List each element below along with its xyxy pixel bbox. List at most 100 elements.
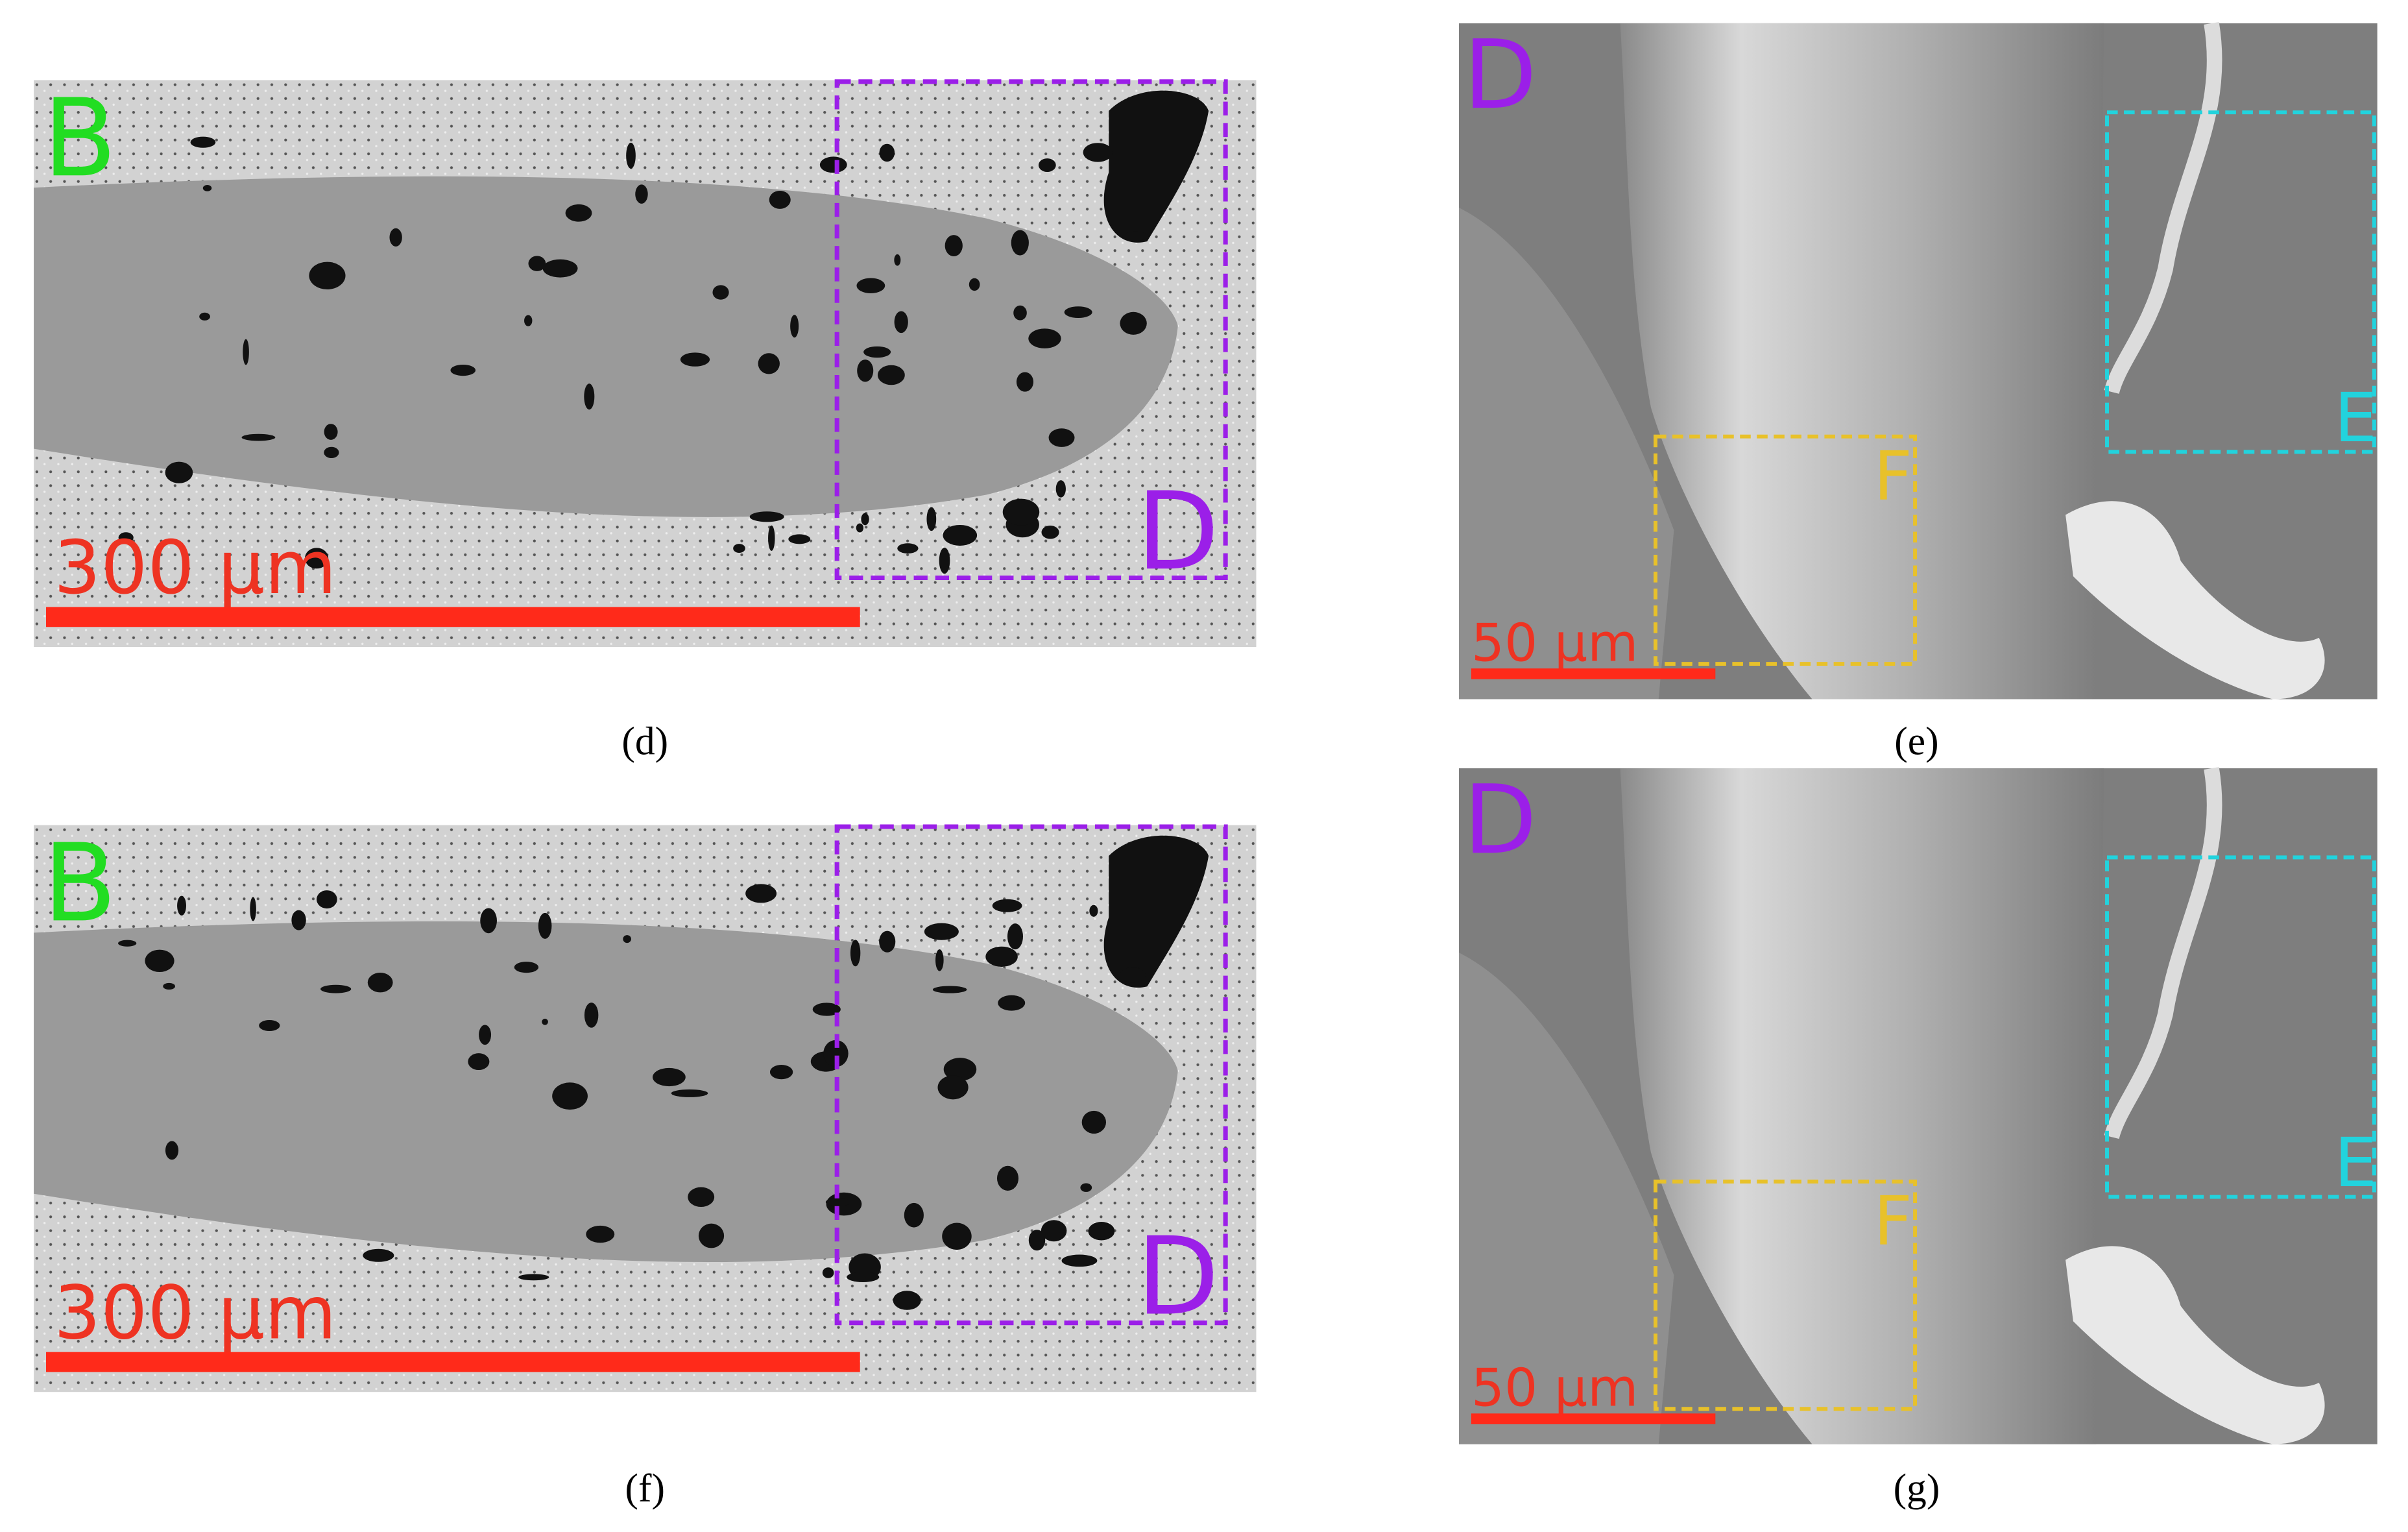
pore: [745, 884, 777, 903]
region-label: F: [1873, 1182, 1912, 1261]
pore: [1038, 158, 1056, 172]
pore: [320, 984, 352, 993]
rough-region: [1458, 953, 1674, 1444]
pore: [847, 1272, 880, 1282]
pore: [163, 982, 175, 990]
pore: [861, 513, 869, 526]
pore: [932, 986, 967, 993]
pore: [879, 143, 895, 162]
pore: [1064, 306, 1092, 319]
pore: [749, 511, 784, 522]
pore: [363, 1248, 394, 1262]
pore: [1041, 525, 1059, 539]
pore: [788, 534, 811, 544]
scale-bar-label: 300 µm: [54, 525, 337, 611]
pore: [857, 359, 874, 382]
region-box: [1654, 434, 1918, 666]
pore: [528, 256, 546, 271]
pore: [1028, 328, 1061, 348]
scale-bar: [46, 607, 860, 627]
pore: [1016, 372, 1034, 392]
pore: [1081, 1110, 1107, 1134]
pore: [518, 1274, 549, 1281]
pore: [894, 311, 908, 334]
pore: [769, 1064, 793, 1080]
pore: [1007, 923, 1024, 950]
scale-bar-label: 300 µm: [54, 1270, 337, 1356]
scale-bar: [46, 1352, 860, 1372]
pore: [324, 424, 338, 440]
pore: [468, 1053, 490, 1071]
pore: [1002, 498, 1040, 526]
pore: [1088, 1222, 1115, 1241]
pore: [939, 547, 950, 574]
pore: [241, 433, 276, 441]
pore: [259, 1020, 280, 1032]
pore: [626, 142, 636, 169]
pore: [1120, 967, 1146, 983]
pore: [790, 315, 799, 338]
pore: [904, 1202, 924, 1228]
pore: [480, 908, 497, 934]
pore: [1120, 311, 1147, 335]
scale-bar: [1471, 1413, 1716, 1424]
micrograph-panel: D E F 50 µm: [1458, 19, 2378, 699]
pore: [1013, 305, 1027, 321]
pore: [1089, 905, 1098, 917]
pore: [309, 261, 346, 290]
pore: [819, 156, 847, 173]
wear-track: [1620, 23, 2104, 699]
pore: [926, 507, 937, 531]
pore: [943, 1058, 977, 1081]
pore: [1122, 231, 1149, 241]
pore: [1048, 428, 1075, 447]
region-label: F: [1873, 437, 1912, 516]
region-label: E: [2334, 378, 2377, 457]
pore: [996, 1165, 1019, 1191]
pore: [552, 1082, 588, 1110]
pore: [291, 910, 306, 930]
pore: [733, 544, 745, 553]
pore: [943, 524, 978, 546]
debris-blob: [1103, 835, 1209, 988]
region-box: [834, 79, 1228, 581]
scale-bar-label: 50 µm: [1471, 1357, 1639, 1418]
pore: [177, 895, 186, 916]
pore: [202, 185, 212, 191]
pore: [542, 259, 578, 278]
region-label: B: [43, 76, 117, 201]
pore: [389, 228, 402, 247]
pore: [712, 285, 729, 300]
pore: [945, 235, 963, 257]
panel-caption: (d): [621, 720, 668, 764]
debris-particle: [2065, 501, 2325, 699]
pore: [897, 543, 919, 553]
pore: [893, 1291, 921, 1310]
region-box: [1654, 1179, 1918, 1411]
pore: [524, 315, 533, 326]
pore: [924, 923, 959, 940]
region-label: D: [1137, 1214, 1220, 1339]
pore: [769, 190, 791, 209]
pore: [985, 946, 1018, 967]
pore: [856, 523, 864, 533]
panel-caption: (f): [625, 1466, 666, 1510]
wear-track: [1620, 768, 2104, 1444]
region-label: D: [1463, 19, 1537, 130]
pore: [1028, 1230, 1046, 1251]
pore: [145, 949, 175, 973]
region-box: [834, 824, 1228, 1326]
pore: [935, 949, 944, 971]
pore: [1011, 230, 1029, 256]
pore: [1061, 1254, 1098, 1267]
crack-edge: [2104, 21, 2222, 395]
pore: [584, 1003, 599, 1028]
pore: [863, 346, 891, 358]
wear-track: [34, 921, 1178, 1263]
scale-bar-label: 50 µm: [1471, 612, 1639, 673]
pore: [623, 935, 631, 943]
pore: [942, 1222, 972, 1250]
pore: [304, 548, 329, 569]
pore: [969, 278, 980, 291]
pore: [850, 940, 861, 967]
